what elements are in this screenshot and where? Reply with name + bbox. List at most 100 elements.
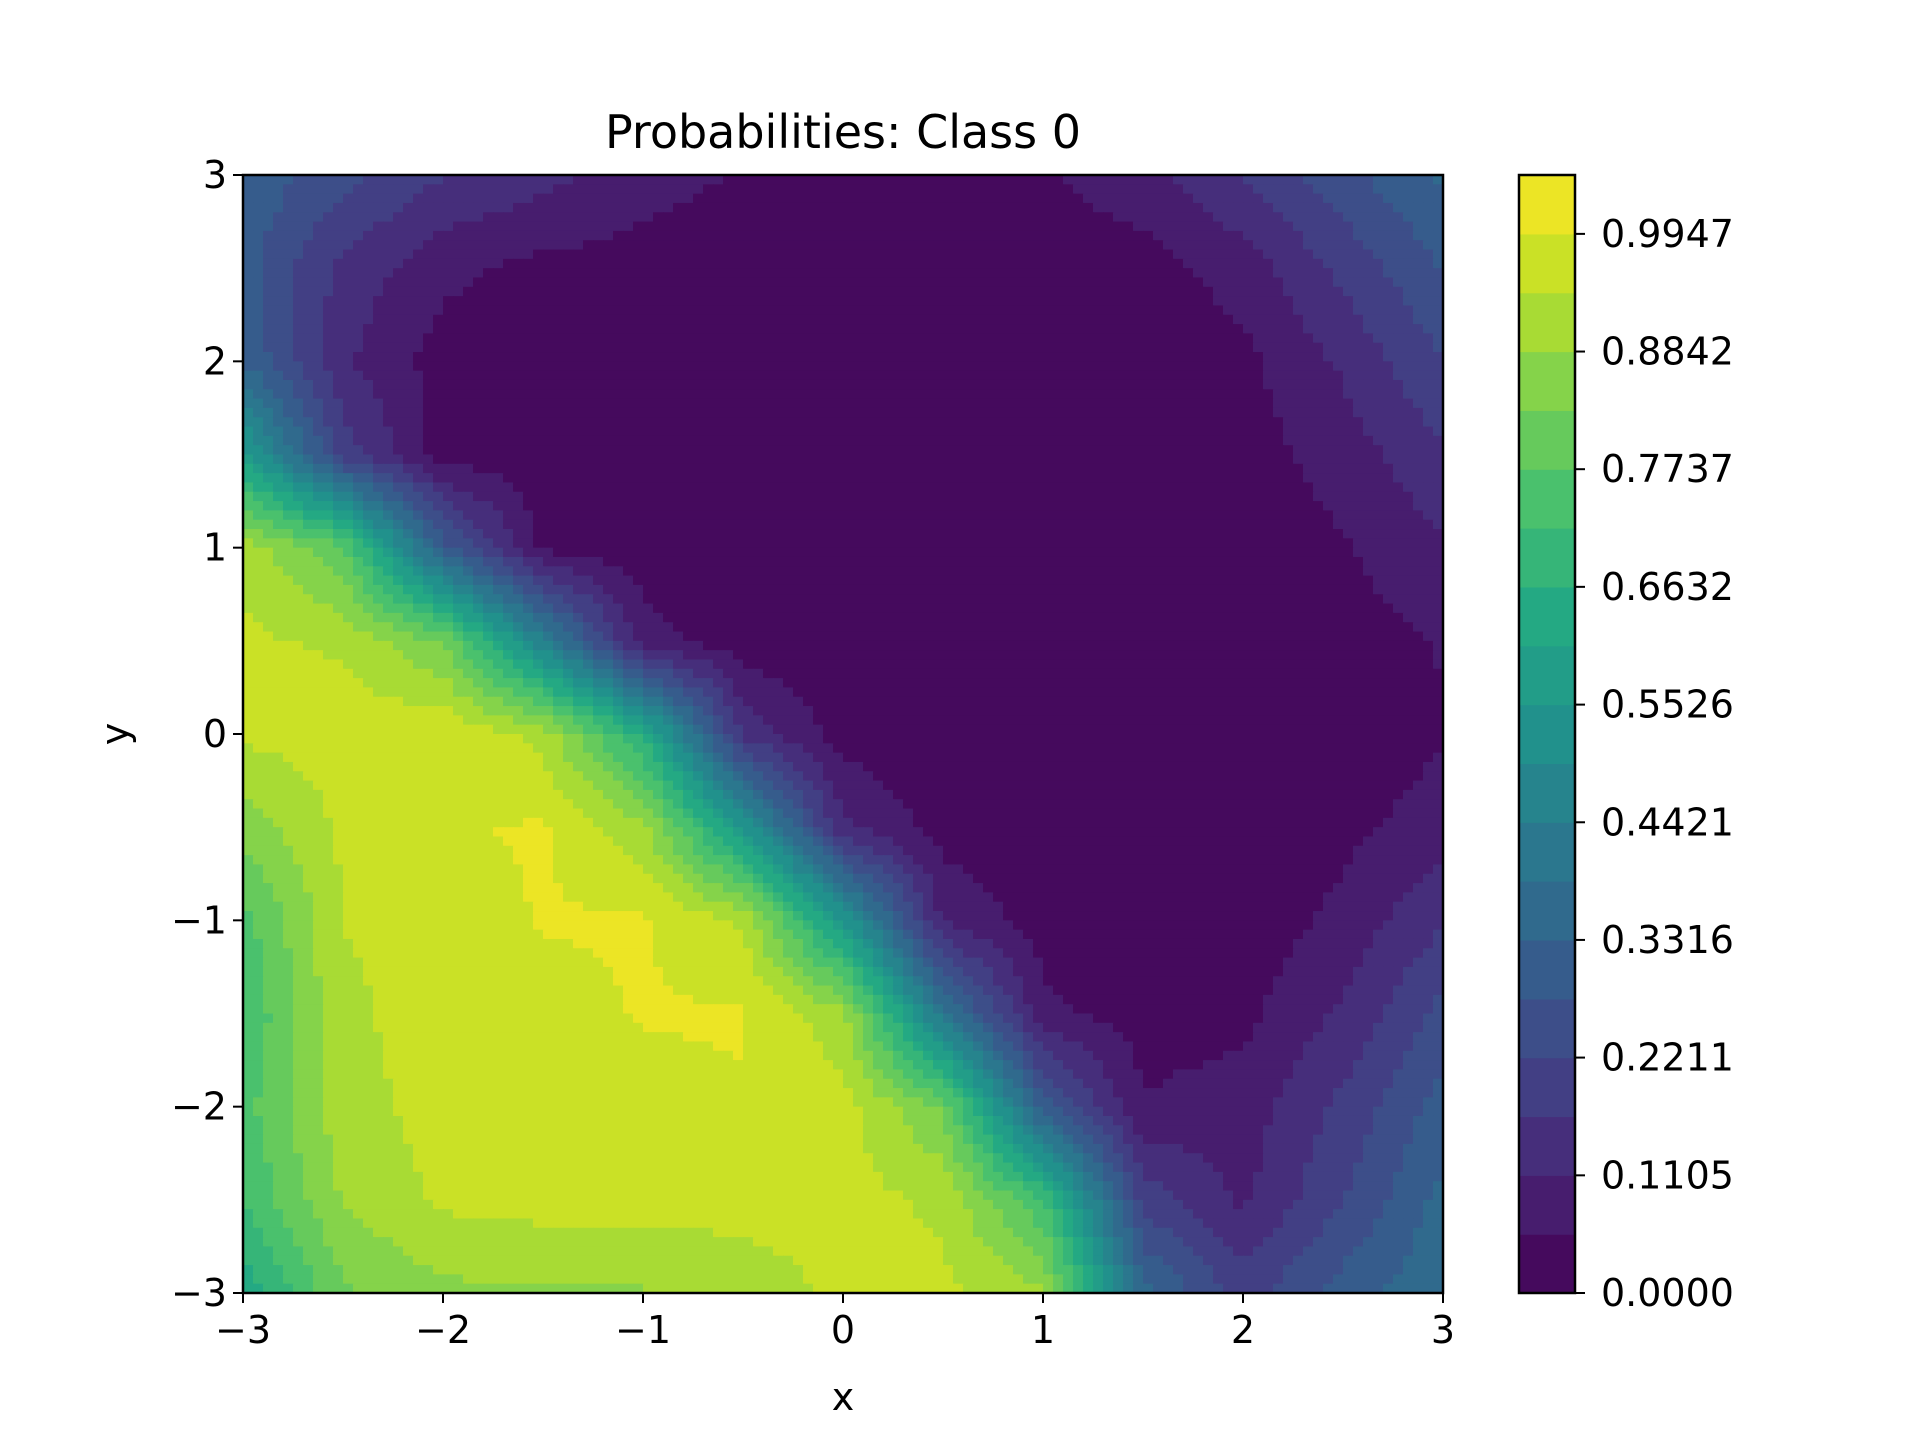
contour-cell	[413, 352, 424, 363]
contour-cell	[703, 501, 714, 512]
contour-cell	[713, 230, 724, 241]
contour-cell	[673, 445, 684, 456]
contour-cell	[1373, 212, 1384, 223]
contour-cell	[393, 389, 404, 400]
contour-cell	[1083, 398, 1094, 409]
contour-cell	[843, 370, 854, 381]
contour-cell	[393, 482, 404, 493]
contour-cell	[673, 389, 684, 400]
contour-cell	[1193, 538, 1204, 549]
contour-cell	[1093, 370, 1104, 381]
contour-cell	[933, 277, 944, 288]
contour-cell	[893, 324, 904, 335]
contour-cell	[413, 389, 424, 400]
contour-cell	[443, 398, 454, 409]
contour-cell	[1023, 202, 1034, 213]
contour-cell	[563, 501, 574, 512]
contour-cell	[413, 417, 424, 428]
contour-cell	[1413, 305, 1424, 316]
contour-cell	[1313, 212, 1324, 223]
contour-cell	[1083, 268, 1094, 279]
contour-cell	[963, 426, 974, 437]
contour-cell	[1313, 519, 1324, 530]
contour-cell	[1343, 333, 1354, 344]
contour-cell	[723, 407, 734, 418]
contour-cell	[443, 268, 454, 279]
contour-cell	[1213, 324, 1224, 335]
contour-cell	[1313, 314, 1324, 325]
contour-cell	[833, 417, 844, 428]
contour-cell	[863, 556, 874, 567]
contour-cell	[783, 268, 794, 279]
contour-cell	[1123, 268, 1134, 279]
contour-cell	[863, 314, 874, 325]
contour-cell	[393, 426, 404, 437]
contour-cell	[1013, 556, 1024, 567]
contour-cell	[1003, 314, 1014, 325]
contour-cell	[783, 296, 794, 307]
contour-cell	[1213, 379, 1224, 390]
contour-cell	[893, 277, 904, 288]
contour-cell	[443, 324, 454, 335]
contour-cell	[1043, 491, 1054, 502]
contour-cell	[583, 277, 594, 288]
contour-cell	[763, 454, 774, 465]
contour-cell	[1333, 547, 1344, 558]
contour-cell	[823, 389, 834, 400]
contour-cell	[1133, 435, 1144, 446]
contour-cell	[633, 249, 644, 260]
contour-cell	[603, 221, 614, 232]
contour-cell	[413, 314, 424, 325]
contour-cell	[983, 398, 994, 409]
contour-cell	[613, 519, 624, 530]
contour-cell	[783, 538, 794, 549]
contour-cell	[783, 193, 794, 204]
contour-cell	[433, 268, 444, 279]
contour-cell	[493, 426, 504, 437]
contour-cell	[903, 175, 914, 186]
contour-cell	[573, 538, 584, 549]
contour-cell	[1353, 286, 1364, 297]
contour-cell	[953, 333, 964, 344]
contour-cell	[243, 305, 254, 316]
contour-cell	[993, 184, 1004, 195]
contour-cell	[1393, 175, 1404, 186]
contour-cell	[393, 473, 404, 484]
contour-cell	[783, 426, 794, 437]
contour-cell	[273, 268, 284, 279]
contour-cell	[1313, 240, 1324, 251]
contour-cell	[1293, 454, 1304, 465]
contour-cell	[1003, 333, 1014, 344]
contour-cell	[863, 407, 874, 418]
contour-cell	[1293, 184, 1304, 195]
contour-cell	[443, 212, 454, 223]
contour-cell	[1023, 361, 1034, 372]
contour-cell	[1063, 314, 1074, 325]
contour-cell	[483, 463, 494, 474]
contour-cell	[1113, 249, 1124, 260]
contour-cell	[523, 175, 534, 186]
contour-cell	[743, 435, 754, 446]
contour-cell	[603, 454, 614, 465]
contour-cell	[843, 296, 854, 307]
contour-cell	[913, 258, 924, 269]
contour-cell	[1143, 324, 1154, 335]
contour-cell	[753, 305, 764, 316]
contour-cell	[713, 305, 724, 316]
contour-cell	[713, 473, 724, 484]
contour-cell	[403, 501, 414, 512]
contour-cell	[863, 538, 874, 549]
contour-cell	[773, 556, 784, 567]
contour-cell	[1343, 249, 1354, 260]
contour-cell	[273, 538, 284, 549]
contour-cell	[863, 454, 874, 465]
contour-cell	[373, 212, 384, 223]
contour-cell	[493, 333, 504, 344]
contour-cell	[793, 305, 804, 316]
contour-cell	[493, 184, 504, 195]
contour-cell	[533, 407, 544, 418]
contour-cell	[703, 230, 714, 241]
contour-cell	[333, 258, 344, 269]
contour-cell	[343, 445, 354, 456]
contour-cell	[793, 379, 804, 390]
